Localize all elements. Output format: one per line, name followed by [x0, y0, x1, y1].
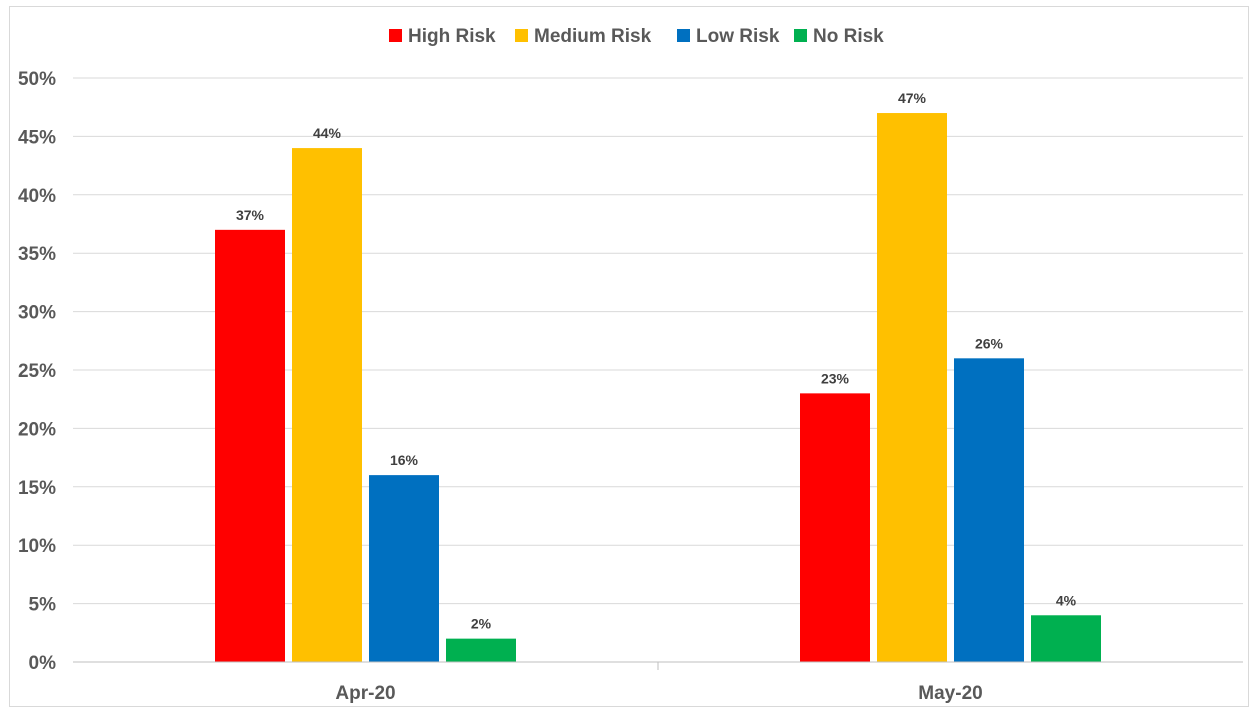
legend: High Risk Medium Risk Low Risk No Risk: [389, 26, 884, 47]
bar-low-risk: [954, 358, 1024, 662]
legend-label: High Risk: [408, 26, 496, 47]
bar-low-risk: [369, 475, 439, 662]
data-label: 37%: [236, 207, 265, 223]
x-category-label: May-20: [918, 683, 982, 704]
legend-swatch: [677, 29, 690, 42]
y-tick-label: 40%: [18, 186, 56, 207]
data-label: 4%: [1056, 592, 1077, 608]
y-axis: 0% 5% 10% 15% 20% 25% 30% 35% 40% 45% 50%: [18, 69, 56, 674]
data-label: 2%: [471, 616, 492, 632]
y-tick-label: 10%: [18, 536, 56, 557]
y-tick-label: 50%: [18, 69, 56, 90]
y-tick-label: 30%: [18, 303, 56, 324]
bar-high-risk: [800, 393, 870, 662]
legend-label: No Risk: [813, 26, 884, 47]
legend-label: Medium Risk: [534, 26, 652, 47]
y-tick-label: 35%: [18, 244, 56, 265]
y-tick-label: 45%: [18, 127, 56, 148]
x-category-label: Apr-20: [335, 683, 395, 704]
legend-swatch: [794, 29, 807, 42]
y-tick-label: 15%: [18, 478, 56, 499]
chart-frame: [9, 6, 1249, 707]
bar-no-risk: [1031, 615, 1101, 662]
bar-high-risk: [215, 229, 285, 662]
data-label: 26%: [975, 335, 1004, 351]
data-labels: 37% 44% 16% 2% 23% 47% 26% 4%: [236, 90, 1077, 632]
data-label: 23%: [821, 370, 850, 386]
y-tick-label: 0%: [29, 653, 57, 674]
bar-no-risk: [446, 638, 516, 662]
y-tick-label: 25%: [18, 361, 56, 382]
legend-label: Low Risk: [696, 26, 780, 47]
x-axis: Apr-20 May-20: [73, 661, 1243, 704]
data-label: 16%: [390, 452, 419, 468]
legend-swatch: [515, 29, 528, 42]
bar-medium-risk: [292, 148, 362, 662]
legend-swatch: [389, 29, 402, 42]
bar-medium-risk: [877, 113, 947, 663]
data-label: 44%: [313, 125, 342, 141]
data-label: 47%: [898, 90, 927, 106]
y-tick-label: 5%: [29, 595, 57, 616]
y-tick-label: 20%: [18, 419, 56, 440]
bars: [215, 113, 1101, 663]
